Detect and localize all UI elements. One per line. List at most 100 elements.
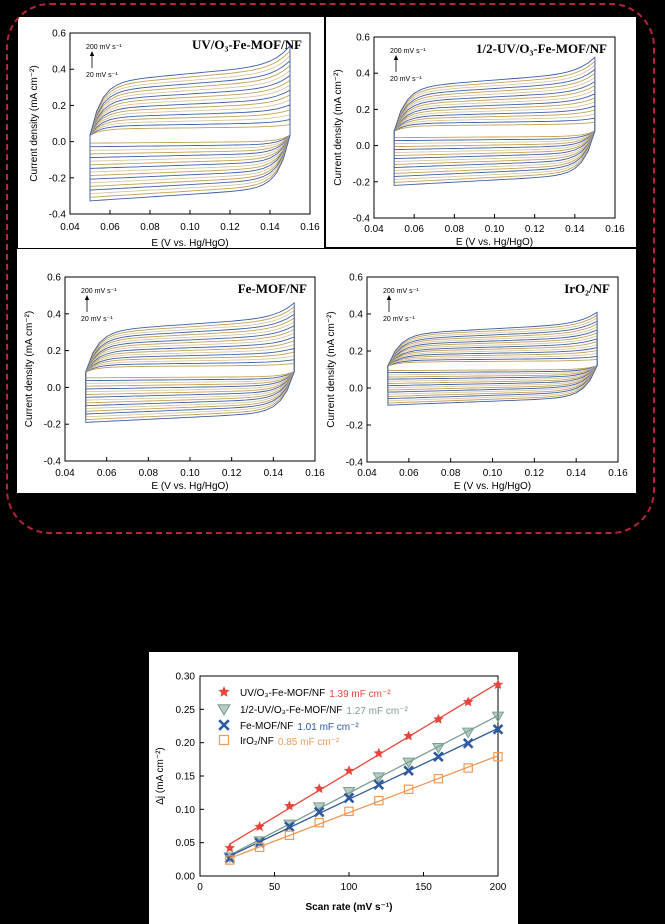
y-tick-label: 0.6 (349, 273, 363, 284)
x-tick-label: 0.04 (60, 222, 80, 233)
x-tick-label: 0.12 (525, 224, 545, 235)
data-point (218, 734, 230, 746)
x-tick-label: 50 (269, 882, 281, 893)
fit-line (229, 727, 499, 857)
cv-panel-uv-o3-fe-mof: 0.04 0.06 0.08 0.10 0.12 0.14 0.16 -0.4 -0.2 0.0 0… (18, 17, 324, 248)
data-point (373, 747, 384, 758)
y-axis-label: Current density (mA cm⁻²) (24, 311, 35, 427)
data-point (314, 783, 325, 794)
x-axis-label: Scan rate (mV s⁻¹) (306, 902, 393, 913)
data-point (433, 751, 444, 762)
arrow-head (84, 295, 90, 300)
legend-label: UV/O₃-Fe-MOF/NF (240, 688, 325, 699)
y-tick-label: 0.4 (52, 65, 66, 76)
scan-rate-low-label: 20 mV s⁻¹ (86, 72, 118, 79)
y-tick-label: -0.2 (346, 421, 364, 432)
x-tick-label: 0.06 (399, 468, 419, 479)
x-tick-label: 0.16 (300, 222, 320, 233)
data-point (403, 784, 414, 795)
legend-value-label: 1.39 mF cm⁻² (329, 689, 391, 700)
x-tick-label: 0.08 (139, 468, 159, 479)
data-point (284, 800, 295, 811)
x-tick-label: 0.08 (445, 224, 465, 235)
x-tick-label: 0.10 (180, 222, 200, 233)
data-point (403, 765, 414, 776)
plot-frame (64, 276, 316, 462)
data-point (462, 738, 474, 749)
cv-plot-2: 0.04 0.06 0.08 0.10 0.12 0.14 0.16 -0.4 -0.2 0.0 0… (333, 33, 625, 248)
legend-label: 1/2-UV/O₃-Fe-MOF/NF (240, 705, 342, 716)
data-point (432, 742, 445, 754)
legend-value-label: 1.01 mF cm⁻² (297, 722, 359, 733)
x-tick-label: 0.14 (565, 224, 585, 235)
x-tick-label: 0.10 (483, 468, 503, 479)
x-tick-label: 0.08 (441, 468, 461, 479)
y-tick-label: 0.6 (52, 29, 66, 40)
y-tick-label: -0.2 (49, 173, 67, 184)
cv-curve (393, 97, 596, 157)
cv-curve (89, 124, 291, 144)
cv-curve (387, 311, 598, 406)
data-point (492, 724, 504, 735)
data-point (403, 730, 414, 741)
cv-curve (89, 94, 291, 166)
scan-rate-low-label: 20 mV s⁻¹ (81, 316, 113, 323)
y-axis-label: Current density (mA cm⁻²) (333, 69, 344, 185)
x-tick-label: 0.06 (100, 222, 120, 233)
fit-line (229, 682, 499, 845)
y-tick-label: 0.6 (356, 33, 370, 44)
cv-curve (393, 121, 596, 139)
cv-curve (387, 341, 598, 384)
y-tick-label: 0.00 (176, 872, 196, 883)
x-tick-label: 0.10 (180, 468, 200, 479)
data-point (433, 773, 444, 784)
y-tick-label: 0.30 (176, 672, 196, 683)
cv-plot-4: 0.04 0.06 0.08 0.10 0.12 0.14 0.16 -0.4 -0.2 0.0 0… (326, 273, 628, 493)
data-point (492, 679, 504, 690)
cv-curve (89, 44, 291, 202)
data-point (224, 842, 235, 853)
data-point (463, 763, 473, 773)
data-point (491, 711, 505, 723)
x-tick-label: 200 (490, 882, 507, 893)
data-point (314, 817, 324, 828)
x-tick-label: 0.14 (566, 468, 586, 479)
y-tick-label: 0.05 (176, 838, 196, 849)
cv-plot-3: 0.04 0.06 0.08 0.10 0.12 0.14 0.16 -0.4 -0.2 0.0 0… (24, 273, 325, 493)
x-tick-label: 0.04 (364, 224, 384, 235)
data-point (342, 786, 356, 798)
panel-title: UV/O₃-Fe-MOF/NF (192, 37, 302, 52)
x-tick-label: 150 (415, 882, 432, 893)
fit-line (229, 714, 499, 856)
scan-rate-high-label: 200 mV s⁻¹ (86, 44, 122, 51)
y-tick-label: -0.4 (353, 214, 371, 225)
x-tick-label: 0.06 (97, 468, 117, 479)
capacitance-chart-panel: 0 50 100 150 200 0.00 0.05 0.10 0.15 0.20 0.25 0.30… (149, 652, 518, 924)
data-point (463, 696, 474, 707)
data-point (372, 772, 386, 784)
x-tick-label: 0.04 (357, 468, 377, 479)
x-tick-label: 0.14 (260, 222, 280, 233)
y-tick-label: 0.4 (356, 69, 370, 80)
x-axis-label: E (V vs. Hg/HgO) (151, 481, 228, 492)
y-axis-label: Current density (mA cm⁻²) (326, 311, 337, 427)
data-point (343, 765, 355, 776)
cv-plot-1: 0.04 0.06 0.08 0.10 0.12 0.14 0.16 -0.4 -0.2 0.0 0… (29, 29, 320, 249)
data-point (225, 855, 235, 865)
arrow-head (89, 51, 95, 56)
x-tick-label: 0.12 (525, 468, 545, 479)
x-axis-label: E (V vs. Hg/HgO) (454, 481, 531, 492)
y-tick-label: -0.4 (44, 457, 62, 468)
cv-curve (89, 109, 291, 155)
y-tick-label: 0.0 (47, 383, 61, 394)
y-axis-label: Current density (mA cm⁻²) (29, 65, 40, 181)
y-tick-label: 0.4 (47, 309, 61, 320)
data-point (217, 704, 231, 716)
data-point (313, 806, 325, 818)
data-point (284, 821, 295, 832)
cv-curve (85, 301, 295, 423)
y-tick-label: -0.2 (44, 420, 62, 431)
scan-rate-high-label: 200 mV s⁻¹ (383, 288, 419, 295)
fit-line (229, 755, 499, 859)
y-tick-label: -0.2 (353, 177, 371, 188)
